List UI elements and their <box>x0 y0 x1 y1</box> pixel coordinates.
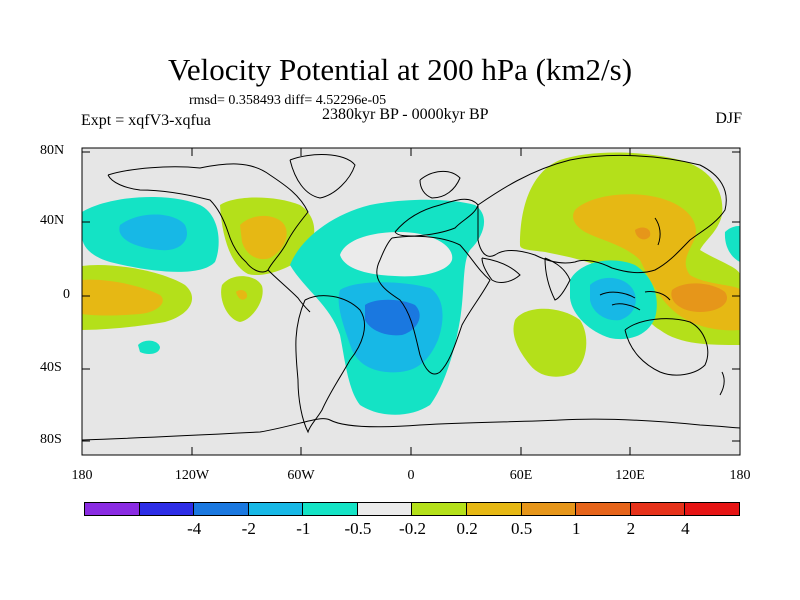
coast-scandinavia <box>419 171 461 199</box>
x-tick-label-60w: 60W <box>287 468 315 483</box>
colorbar-swatch <box>247 502 304 516</box>
contour-north-america-pos-core <box>240 215 287 260</box>
contour-japan-core <box>635 227 651 240</box>
x-tick-label-120w: 120W <box>174 468 210 483</box>
colorbar-label: 0.2 <box>456 519 478 538</box>
y-tick-label-40n: 40N <box>40 213 65 228</box>
contour-fields <box>82 152 740 415</box>
colorbar-swatch <box>684 502 740 516</box>
y-tick-label-80n: 80N <box>40 143 65 158</box>
colorbar-swatch <box>411 502 468 516</box>
x-tick-label-180w: 180 <box>71 468 93 483</box>
coastlines <box>82 154 740 441</box>
contour-caribbean-neg <box>300 256 323 274</box>
contour-north-pacific-neg-core <box>119 214 188 251</box>
colorbar-swatch <box>520 502 577 516</box>
y-tick-label-80s: 80S <box>40 432 62 447</box>
contour-west-pacific-core <box>671 283 728 312</box>
contour-central-pacific-pos-core <box>82 279 163 316</box>
season-label: DJF <box>715 110 742 127</box>
colorbar-label: 1 <box>572 519 581 538</box>
x-tick-label-120e: 120E <box>615 468 645 483</box>
colorbar-label: -2 <box>241 519 256 538</box>
x-tick-label-0: 0 <box>407 468 415 483</box>
colorbar-label: 2 <box>626 519 636 538</box>
colorbar-label: -0.2 <box>399 519 426 538</box>
colorbar-swatch <box>84 502 140 516</box>
colorbar-swatch <box>356 502 413 516</box>
colorbar-swatch <box>138 502 195 516</box>
y-tick-label-0: 0 <box>63 287 70 302</box>
colorbar-swatch <box>629 502 686 516</box>
contour-indian-ocean-pos <box>513 308 587 377</box>
coast-north-america <box>107 163 309 273</box>
coast-africa <box>376 235 491 375</box>
colorbar-swatch <box>302 502 358 516</box>
colorbar <box>84 502 740 516</box>
coast-indonesia <box>599 291 671 311</box>
contour-maritime-neg-core <box>590 277 636 321</box>
coast-arabia <box>481 257 521 283</box>
colorbar-swatch <box>193 502 249 516</box>
colorbar-label: 0.5 <box>511 519 533 538</box>
coast-new-zealand <box>719 371 725 396</box>
coast-greenland <box>289 154 356 199</box>
contour-sahara-neutral <box>340 232 453 277</box>
coast-europe <box>394 198 479 237</box>
figure-title: Velocity Potential at 200 hPa (km2/s) <box>167 52 633 87</box>
x-tick-label-180e: 180 <box>729 468 751 483</box>
axis-ticks <box>82 148 740 455</box>
x-tick-label-60e: 60E <box>509 468 533 483</box>
coast-japan <box>654 217 661 246</box>
coast-south-america <box>295 295 365 434</box>
coast-antarctica <box>82 418 740 441</box>
colorbar-swatch <box>466 502 522 516</box>
coast-central-america <box>267 269 311 313</box>
period-label: 2380kyr BP - 0000kyr BP <box>322 106 489 123</box>
coast-australia <box>624 318 709 376</box>
contour-east-edge-neg <box>724 225 740 262</box>
coast-india <box>544 257 571 301</box>
colorbar-label: -1 <box>296 519 311 538</box>
colorbar-label: -4 <box>187 519 202 538</box>
experiment-label: Expt = xqfV3-xqfua <box>81 112 211 129</box>
contour-east-pacific-pos-core <box>236 289 248 300</box>
colorbar-swatch <box>575 502 631 516</box>
colorbar-label: 4 <box>681 519 690 538</box>
contour-small-neg-blob <box>138 340 160 355</box>
stats-line: rmsd= 0.358493 diff= 4.52296e-05 <box>189 93 387 108</box>
y-tick-label-40s: 40S <box>40 360 62 375</box>
coast-asia <box>477 154 727 274</box>
colorbar-label: -0.5 <box>344 519 372 538</box>
